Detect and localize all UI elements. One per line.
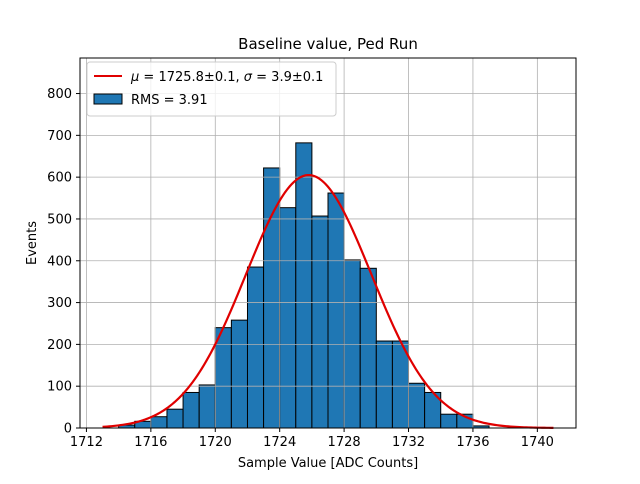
- legend: μ = 1725.8±0.1, σ = 3.9±0.1 RMS = 3.91: [86, 61, 337, 117]
- x-axis-label: Sample Value [ADC Counts]: [238, 456, 418, 471]
- y-tick-label: 100: [47, 380, 72, 395]
- x-tick-label: 1732: [392, 435, 425, 450]
- legend-hist-label: RMS = 3.91: [131, 93, 208, 108]
- histogram-bar: [311, 215, 329, 429]
- y-tick-label: 400: [47, 254, 72, 269]
- histogram-bar: [166, 408, 184, 429]
- histogram-bar: [295, 142, 313, 429]
- histogram-bar: [327, 192, 345, 429]
- legend-fit-label: μ = 1725.8±0.1, σ = 3.9±0.1: [130, 70, 323, 85]
- x-axis-ticks: 1712 1716 1720 1724 1728 1732 1736 1740: [70, 428, 554, 450]
- x-tick-label: 1728: [328, 435, 361, 450]
- y-tick-label: 0: [64, 422, 72, 437]
- x-tick-label: 1736: [456, 435, 489, 450]
- histogram-bar: [182, 391, 200, 429]
- x-tick-label: 1724: [263, 435, 296, 450]
- axes-frame: [79, 57, 577, 429]
- x-tick-label: 1712: [70, 435, 103, 450]
- x-tick-label: 1720: [199, 435, 232, 450]
- legend-mu-symbol: μ: [130, 70, 139, 85]
- x-tick-label: 1716: [134, 435, 167, 450]
- y-tick-label: 200: [47, 338, 72, 353]
- y-tick-label: 500: [47, 212, 72, 227]
- y-axis-ticks: 0 100 200 300 400 500 600 700 800: [47, 87, 80, 437]
- legend-sigma-symbol: σ: [244, 70, 253, 85]
- chart-title: Baseline value, Ped Run: [238, 35, 418, 53]
- legend-box: [86, 61, 337, 117]
- histogram-bar: [198, 384, 216, 429]
- histogram-bar: [343, 259, 361, 429]
- y-tick-label: 700: [47, 129, 72, 144]
- x-tick-label: 1740: [521, 435, 554, 450]
- histogram-bar: [214, 327, 232, 429]
- y-tick-label: 600: [47, 171, 72, 186]
- histogram-bar: [375, 340, 393, 429]
- histogram-bar: [440, 413, 458, 429]
- legend-sigma-text: = 3.9±0.1: [252, 70, 323, 85]
- histogram-bar: [230, 319, 248, 429]
- y-tick-label: 300: [47, 296, 72, 311]
- histogram-bar: [246, 266, 265, 429]
- y-axis-label: Events: [25, 221, 40, 265]
- histogram-bar: [408, 382, 426, 429]
- histogram-bar: [150, 416, 168, 429]
- y-tick-label: 800: [47, 87, 72, 102]
- grid: [80, 58, 576, 429]
- legend-mu-text: = 1725.8±0.1,: [139, 70, 243, 85]
- legend-hist-swatch: [93, 93, 123, 105]
- gaussian-fit: [102, 173, 554, 429]
- fit-curve: [102, 173, 554, 429]
- histogram-bar: [359, 267, 377, 429]
- histogram-bar: [279, 207, 297, 429]
